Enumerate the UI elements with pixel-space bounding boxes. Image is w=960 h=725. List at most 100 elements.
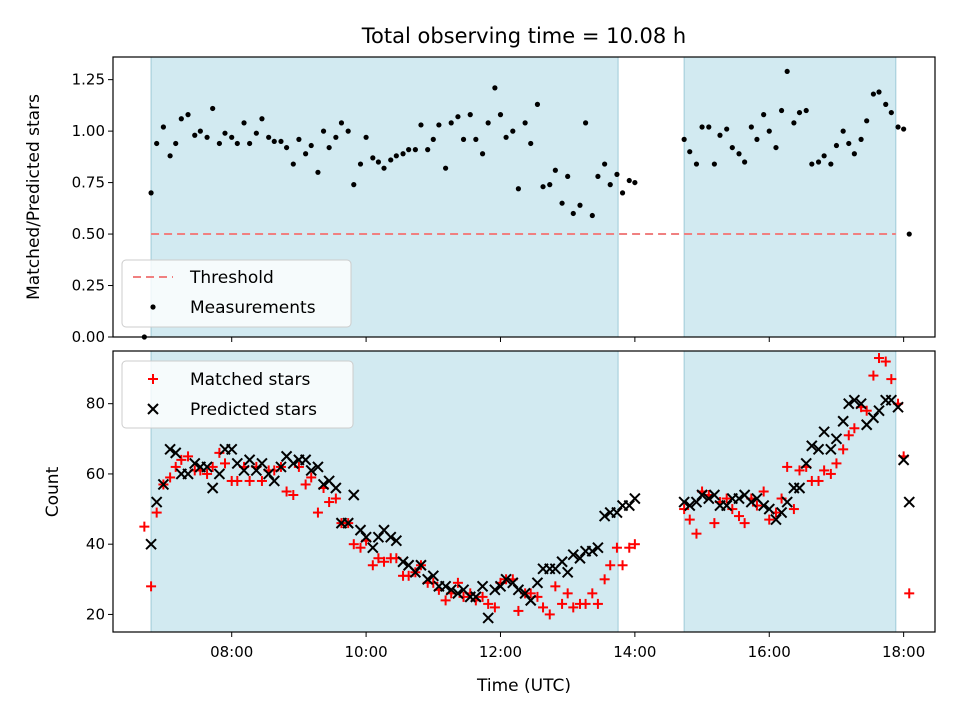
matched-star-point: [709, 518, 720, 529]
matched-star-point: [592, 598, 603, 609]
matched-star-point: [232, 475, 243, 486]
measurement-point: [229, 134, 235, 140]
predicted-star-point: [150, 496, 163, 508]
predicted-star-point: [892, 401, 904, 413]
measurement-point: [858, 136, 864, 142]
predicted-star-point: [312, 461, 324, 473]
measurement-point: [479, 151, 486, 157]
predicted-star-point: [164, 443, 176, 456]
measurement-point: [400, 151, 406, 157]
measurement-point: [876, 89, 882, 95]
matched-star-point: [139, 521, 150, 532]
matched-star-point: [348, 539, 359, 550]
measurement-point: [614, 171, 620, 177]
measurement-point: [778, 107, 785, 114]
predicted-star-point: [445, 584, 457, 596]
measurement-point: [283, 144, 290, 151]
matched-star-point: [151, 507, 162, 518]
bottom-y-tick-label: 60: [86, 465, 105, 483]
matched-star-point: [183, 451, 194, 462]
predicted-star-point: [763, 503, 775, 515]
measurement-point: [803, 107, 809, 114]
measurement-point: [547, 182, 553, 188]
predicted-star-point: [170, 447, 182, 459]
measurement-point: [492, 85, 498, 91]
matched-star-point: [550, 581, 561, 592]
matched-star-point: [843, 430, 854, 441]
predicted-star-point: [354, 524, 367, 536]
measurement-point: [607, 182, 613, 188]
measurement-point: [729, 144, 735, 151]
predicted-star-point: [360, 531, 372, 543]
measurement-point: [241, 120, 247, 126]
measurement-point: [906, 231, 912, 237]
measurement-point: [210, 105, 216, 112]
measurement-point: [540, 184, 546, 190]
measurement-point: [693, 161, 700, 167]
matched-star-point: [379, 556, 390, 567]
matched-star-point: [611, 542, 622, 553]
measurement-point: [510, 128, 516, 134]
predicted-star-point: [256, 457, 268, 470]
matched-star-point: [513, 605, 524, 616]
matched-star-point: [219, 458, 230, 469]
matched-star-point: [629, 539, 640, 550]
shaded-interval-2: [683, 56, 897, 338]
matched-star-point: [734, 511, 745, 522]
bottom-y-tick-label: 20: [86, 605, 105, 623]
top-y-tick-label: 0.75: [72, 174, 105, 192]
matched-star-point: [202, 468, 213, 479]
measurement-point: [333, 134, 339, 140]
measurement-point: [724, 126, 730, 132]
top-y-tick-label: 0.00: [72, 328, 105, 346]
legend-measurements-swatch: [150, 304, 156, 310]
matched-star-point: [721, 493, 732, 504]
matched-star-point: [300, 479, 311, 490]
predicted-star-point: [470, 591, 482, 603]
measurement-point: [296, 136, 302, 142]
bottom-x-tick-label: 18:00: [882, 643, 925, 661]
predicted-star-point: [781, 496, 793, 508]
matched-star-point: [367, 560, 378, 571]
legend-cross-marker: [147, 403, 159, 415]
matched-star-point: [624, 542, 635, 553]
measurement-point: [393, 153, 399, 159]
measurement-point: [840, 128, 846, 134]
top-y-tick-label: 1.25: [72, 71, 105, 89]
matched-star-point: [788, 504, 799, 515]
measurement-point: [320, 128, 327, 134]
predicted-star-point: [367, 541, 379, 554]
predicted-star-point: [489, 584, 501, 596]
predicted-star-point: [867, 412, 880, 424]
predicted-star-point: [519, 587, 531, 600]
chart-title: Total observing time = 10.08 h: [361, 24, 686, 48]
measurement-point: [736, 151, 742, 157]
measurement-point: [773, 144, 779, 151]
bottom-y-tick-label: 40: [86, 535, 105, 553]
bottom-x-tick-label: 16:00: [748, 643, 791, 661]
measurement-point: [595, 173, 601, 180]
predicted-star-point: [482, 612, 494, 624]
legend-measurements-label: Measurements: [190, 298, 316, 318]
legend-threshold-label: Threshold: [189, 268, 274, 288]
predicted-star-point: [268, 475, 280, 487]
top-legend: Threshold Measurements: [121, 259, 352, 328]
bottom-x-tick-label: 10:00: [344, 643, 387, 661]
predicted-star-point: [793, 482, 806, 494]
predicted-star-point: [385, 531, 397, 543]
predicted-star-point: [226, 443, 238, 456]
predicted-star-point: [213, 468, 226, 480]
measurement-point: [748, 124, 754, 130]
measurement-point: [711, 161, 717, 167]
measurement-point: [363, 134, 369, 140]
measurement-point: [503, 134, 509, 140]
measurement-point: [570, 210, 576, 217]
predicted-star-point: [317, 478, 330, 491]
measurement-point: [864, 118, 870, 124]
measurement-point: [406, 147, 412, 153]
predicted-star-point: [720, 499, 733, 512]
matched-star-point: [568, 602, 579, 613]
measurement-point: [154, 140, 160, 147]
bottom-panel: 20 40 60 80 08:00 10:00 12:00 14:00 16:00 18:00 C…: [43, 350, 936, 696]
top-legend-box: [121, 259, 352, 328]
